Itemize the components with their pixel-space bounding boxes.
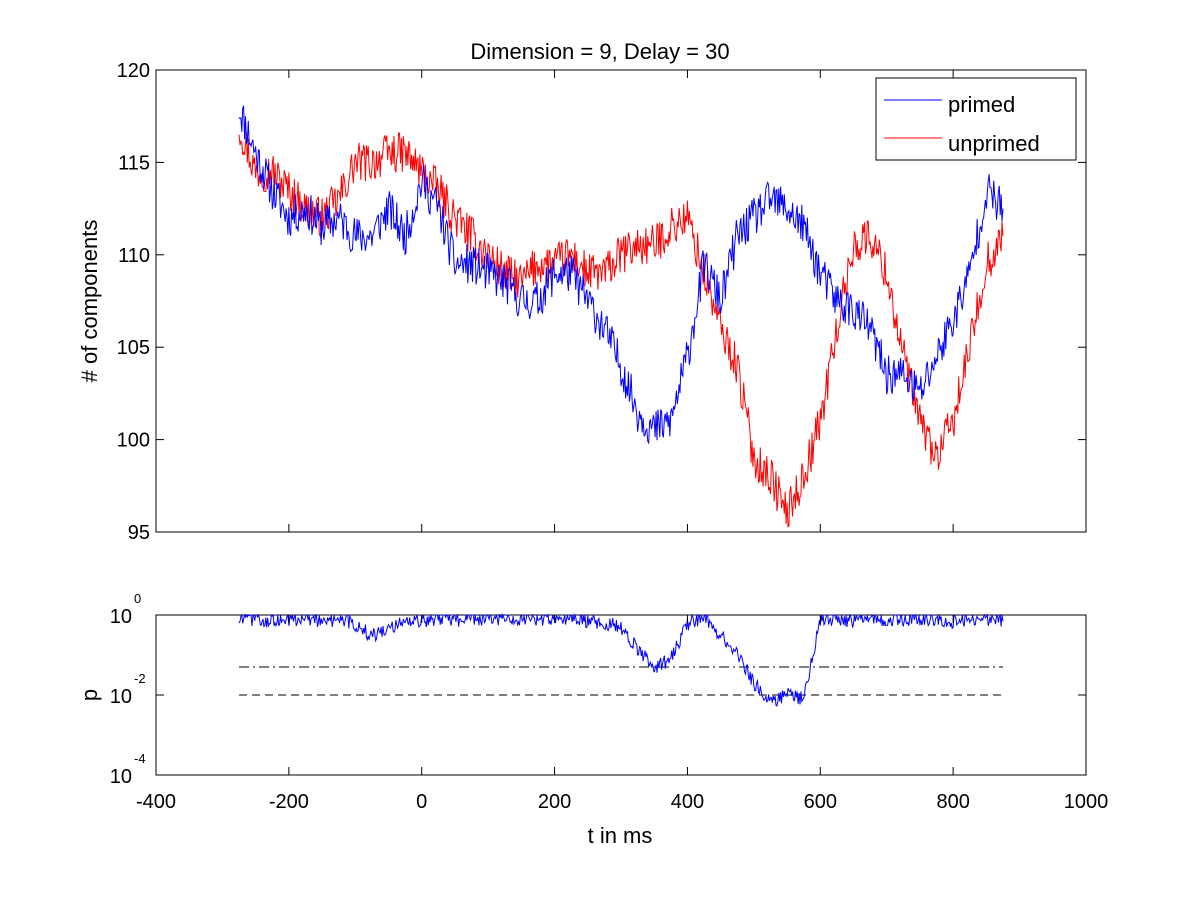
- legend-label-primed: primed: [948, 92, 1015, 117]
- x-tick-label: 400: [671, 791, 704, 813]
- top-y-axis-title: # of components: [77, 220, 102, 383]
- top-series-group: [238, 105, 1004, 528]
- x-axis: -400 -200 0 200 400 600 800 1000: [136, 615, 1108, 813]
- bottom-y-tick-exponent: -2: [134, 671, 146, 686]
- series-line-unprimed: [238, 131, 1004, 528]
- top-y-tick-label: 105: [117, 337, 150, 359]
- top-y-tick-label: 110: [118, 245, 150, 267]
- legend: primed unprimed: [875, 77, 1077, 161]
- series-line-primed: [238, 105, 1004, 445]
- legend-box: [875, 77, 1077, 161]
- x-axis-title: t in ms: [588, 823, 653, 848]
- bottom-y-tick-base: 10: [110, 606, 132, 628]
- top-y-tick-label: 120: [117, 60, 150, 82]
- top-y-axis: 95 100 105 110 115 120: [117, 60, 1087, 544]
- legend-label-unprimed: unprimed: [948, 131, 1040, 156]
- x-tick-label: 800: [936, 791, 969, 813]
- x-tick-label: 0: [416, 791, 427, 813]
- top-y-tick-label: 100: [117, 430, 150, 452]
- top-y-tick-label: 95: [128, 522, 150, 544]
- bottom-y-tick-base: 10: [110, 766, 132, 788]
- x-tick-label: -200: [269, 791, 309, 813]
- bottom-y-tick-exponent: -4: [134, 751, 146, 766]
- x-tick-label: 200: [538, 791, 571, 813]
- x-tick-label: -400: [136, 791, 176, 813]
- p-value-line: [238, 613, 1004, 707]
- chart-title: Dimension = 9, Delay = 30: [470, 39, 729, 64]
- bottom-series-group: [238, 613, 1004, 707]
- bottom-y-axis-title: p: [77, 689, 102, 701]
- top-y-tick-label: 115: [118, 152, 150, 174]
- x-tick-label: 1000: [1064, 791, 1109, 813]
- bottom-y-tick-exponent: 0: [134, 591, 141, 606]
- threshold-lines: [239, 666, 1003, 696]
- bottom-y-tick-base: 10: [110, 686, 132, 708]
- x-tick-label: 600: [804, 791, 837, 813]
- top-panel: 95 100 105 110 115 120 Dimension = 9, Delay =…: [77, 39, 1087, 544]
